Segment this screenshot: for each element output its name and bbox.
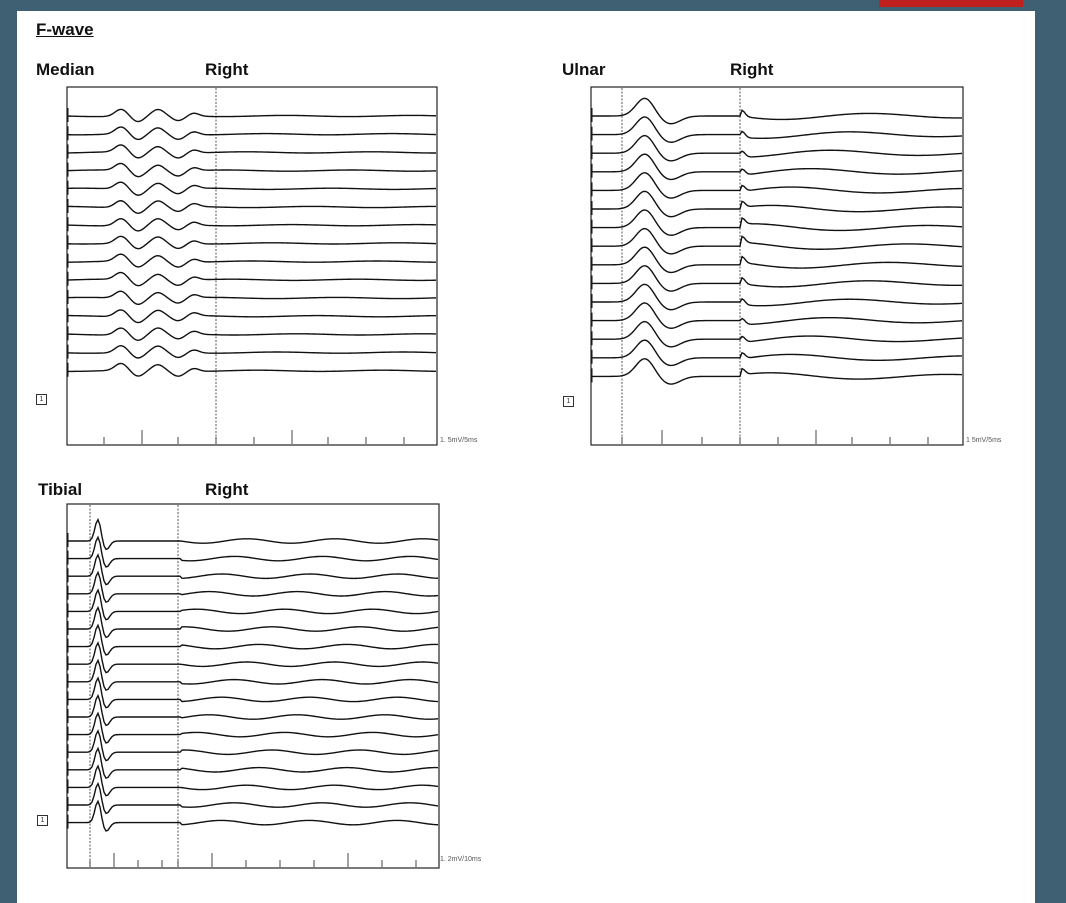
ulnar-side-label: Right xyxy=(730,60,774,79)
ulnar-nerve-label: Ulnar xyxy=(562,60,606,79)
tibial-trace-marker: 1 xyxy=(37,815,48,826)
ulnar-trace-14 xyxy=(592,358,963,385)
median-trace-marker: 1 xyxy=(36,394,47,405)
tibial-side-label: Right xyxy=(205,480,249,499)
median-trace-1 xyxy=(67,126,437,141)
ulnar-trace-2 xyxy=(592,134,963,162)
median-trace-7 xyxy=(67,235,437,250)
tibial-waveform-chart: 1. 2mV/10ms xyxy=(66,503,482,869)
median-trace-10 xyxy=(67,290,437,306)
median-trace-8 xyxy=(67,253,437,268)
ulnar-trace-7 xyxy=(592,227,963,255)
median-trace-13 xyxy=(67,345,437,359)
median-waveform-chart: 1. 5mV/5ms xyxy=(66,86,478,446)
median-frame xyxy=(66,86,438,446)
tibial-trace-13 xyxy=(68,746,439,780)
tibial-nerve-label: Tibial xyxy=(38,480,83,499)
tibial-trace-12 xyxy=(68,729,439,762)
tibial-trace-15 xyxy=(68,781,439,815)
median-trace-0 xyxy=(67,108,437,123)
median-trace-9 xyxy=(67,271,437,287)
median-trace-6 xyxy=(67,217,437,232)
tibial-trace-14 xyxy=(68,764,439,797)
tibial-scale-label: 1. 2mV/10ms xyxy=(440,856,482,863)
ulnar-frame xyxy=(590,86,964,446)
tibial-trace-10 xyxy=(68,693,439,727)
tibial-trace-4 xyxy=(68,588,439,621)
ulnar-trace-marker: 1 xyxy=(563,396,574,407)
median-nerve-label: Median xyxy=(36,60,95,79)
median-trace-3 xyxy=(67,162,437,178)
median-side-label: Right xyxy=(205,60,249,79)
ulnar-trace-12 xyxy=(592,320,963,348)
median-trace-11 xyxy=(67,309,437,324)
ulnar-trace-9 xyxy=(592,265,963,292)
ulnar-trace-8 xyxy=(592,246,963,274)
ulnar-trace-0 xyxy=(592,97,963,125)
median-trace-4 xyxy=(67,181,437,196)
accent-tab xyxy=(879,0,1023,7)
tibial-frame xyxy=(66,503,440,869)
tibial-trace-16 xyxy=(68,799,439,832)
tibial-trace-7 xyxy=(68,641,439,674)
page-title: F-wave xyxy=(36,20,94,39)
tibial-trace-5 xyxy=(68,605,439,639)
median-scale-label: 1. 5mV/5ms xyxy=(440,437,478,444)
ulnar-scale-label: 1 5mV/5ms xyxy=(966,437,1002,444)
ulnar-trace-11 xyxy=(592,302,963,329)
tibial-trace-3 xyxy=(68,570,439,604)
tibial-trace-6 xyxy=(68,623,439,656)
ulnar-trace-6 xyxy=(592,209,963,236)
ulnar-trace-13 xyxy=(592,339,963,367)
tibial-trace-9 xyxy=(68,676,439,709)
median-trace-2 xyxy=(67,144,436,159)
ulnar-trace-1 xyxy=(592,116,963,143)
median-trace-5 xyxy=(67,200,437,215)
ulnar-trace-4 xyxy=(592,172,963,199)
tibial-trace-11 xyxy=(68,711,439,744)
tibial-trace-8 xyxy=(68,658,439,692)
ulnar-trace-3 xyxy=(592,153,963,181)
report-sheet xyxy=(17,11,1035,903)
tibial-trace-0 xyxy=(68,517,439,551)
ulnar-trace-10 xyxy=(592,283,963,311)
ulnar-waveform-chart: 1 5mV/5ms xyxy=(590,86,1002,446)
median-trace-12 xyxy=(67,327,437,342)
ulnar-trace-5 xyxy=(592,190,963,218)
median-trace-14 xyxy=(68,362,437,377)
tibial-trace-2 xyxy=(68,553,439,586)
tibial-trace-1 xyxy=(68,535,439,568)
